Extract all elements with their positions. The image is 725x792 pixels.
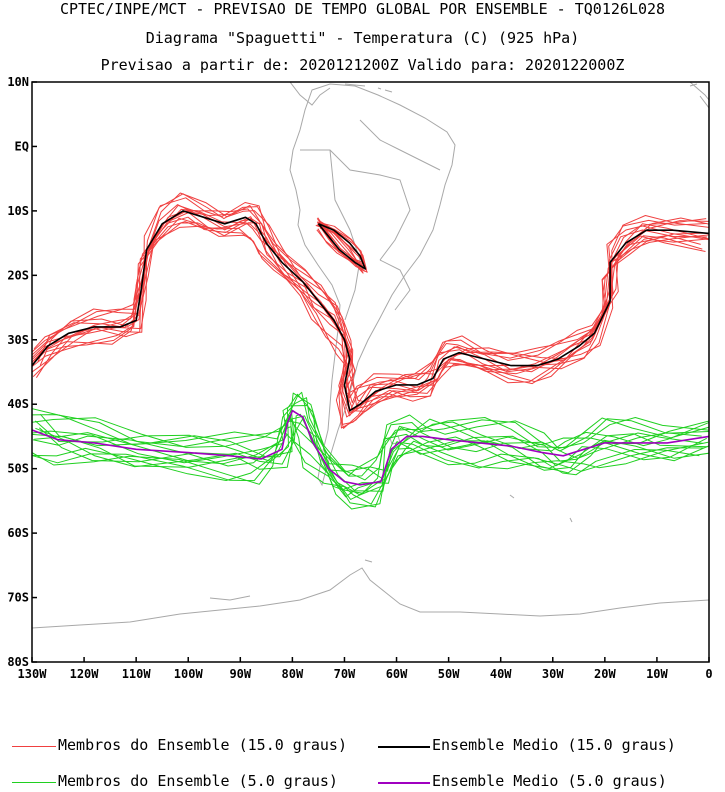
legend-label-mean-5: Ensemble Medio (5.0 graus)	[432, 772, 667, 790]
member-5-contour	[32, 405, 709, 481]
mean-15-andes-contour	[317, 223, 367, 270]
lat-tick-label: 30S	[7, 333, 29, 347]
member-5-contour	[38, 408, 707, 491]
lon-tick-label: 20W	[594, 667, 616, 681]
legend-label-members-15: Membros do Ensemble (15.0 graus)	[58, 736, 347, 754]
member-15-andes-contour	[315, 224, 364, 274]
lat-tick-label: 10N	[7, 75, 29, 89]
lat-tick-label: 70S	[7, 591, 29, 605]
lon-tick-label: 0	[705, 667, 712, 681]
ensemble-members-15	[32, 192, 709, 429]
member-15-andes-contour	[318, 220, 367, 268]
member-5-contour	[32, 391, 709, 477]
member-5-contour	[32, 433, 700, 510]
ensemble-means	[32, 210, 709, 486]
lat-tick-label: 20S	[7, 268, 29, 282]
ensemble-members-5	[32, 391, 709, 510]
member-5-contour	[32, 417, 709, 500]
mean-5-contour	[32, 409, 709, 486]
lon-tick-label: 70W	[334, 667, 356, 681]
member-15-contour	[33, 192, 709, 404]
mean-15-contour	[32, 210, 709, 412]
lon-tick-label: 110W	[122, 667, 152, 681]
legend-swatch-mean-15	[378, 746, 430, 748]
lat-tick-label: EQ	[15, 139, 29, 153]
member-5-contour	[32, 418, 709, 505]
title-line-1: CPTEC/INPE/MCT - PREVISAO DE TEMPO GLOBA…	[59, 0, 666, 18]
legend-swatch-mean-5	[378, 782, 430, 784]
lat-tick-label: 80S	[7, 655, 29, 669]
member-15-andes-contour	[318, 222, 367, 271]
lat-tick-label: 50S	[7, 462, 29, 476]
lon-tick-label: 50W	[438, 667, 460, 681]
lon-tick-label: 60W	[386, 667, 408, 681]
lat-tick-label: 10S	[7, 204, 29, 218]
lat-tick-label: 40S	[7, 397, 29, 411]
member-15-contour	[35, 216, 709, 412]
member-15-contour	[32, 208, 709, 418]
lon-tick-label: 40W	[490, 667, 512, 681]
legend-swatch-members-5	[12, 782, 56, 783]
legend-label-members-5: Membros do Ensemble (5.0 graus)	[58, 772, 338, 790]
member-5-contour	[32, 414, 702, 492]
legend-swatch-members-15	[12, 746, 56, 747]
lon-tick-label: 130W	[18, 667, 48, 681]
coastlines	[32, 82, 709, 629]
legend-label-mean-15: Ensemble Medio (15.0 graus)	[432, 736, 676, 754]
lon-tick-label: 30W	[542, 667, 564, 681]
member-15-contour	[39, 205, 709, 403]
lon-tick-label: 100W	[174, 667, 204, 681]
plot-frame	[31, 81, 710, 663]
lat-tick-label: 60S	[7, 526, 29, 540]
member-15-contour	[32, 212, 709, 414]
member-5-contour	[39, 392, 709, 472]
lon-tick-label: 10W	[646, 667, 668, 681]
title-line-2: Diagrama "Spaguetti" - Temperatura (C) (…	[145, 29, 580, 47]
lon-tick-label: 90W	[229, 667, 251, 681]
title-line-3: Previsao a partir de: 2020121200Z Valido…	[100, 56, 625, 74]
lon-tick-label: 120W	[70, 667, 100, 681]
lon-tick-label: 80W	[282, 667, 304, 681]
